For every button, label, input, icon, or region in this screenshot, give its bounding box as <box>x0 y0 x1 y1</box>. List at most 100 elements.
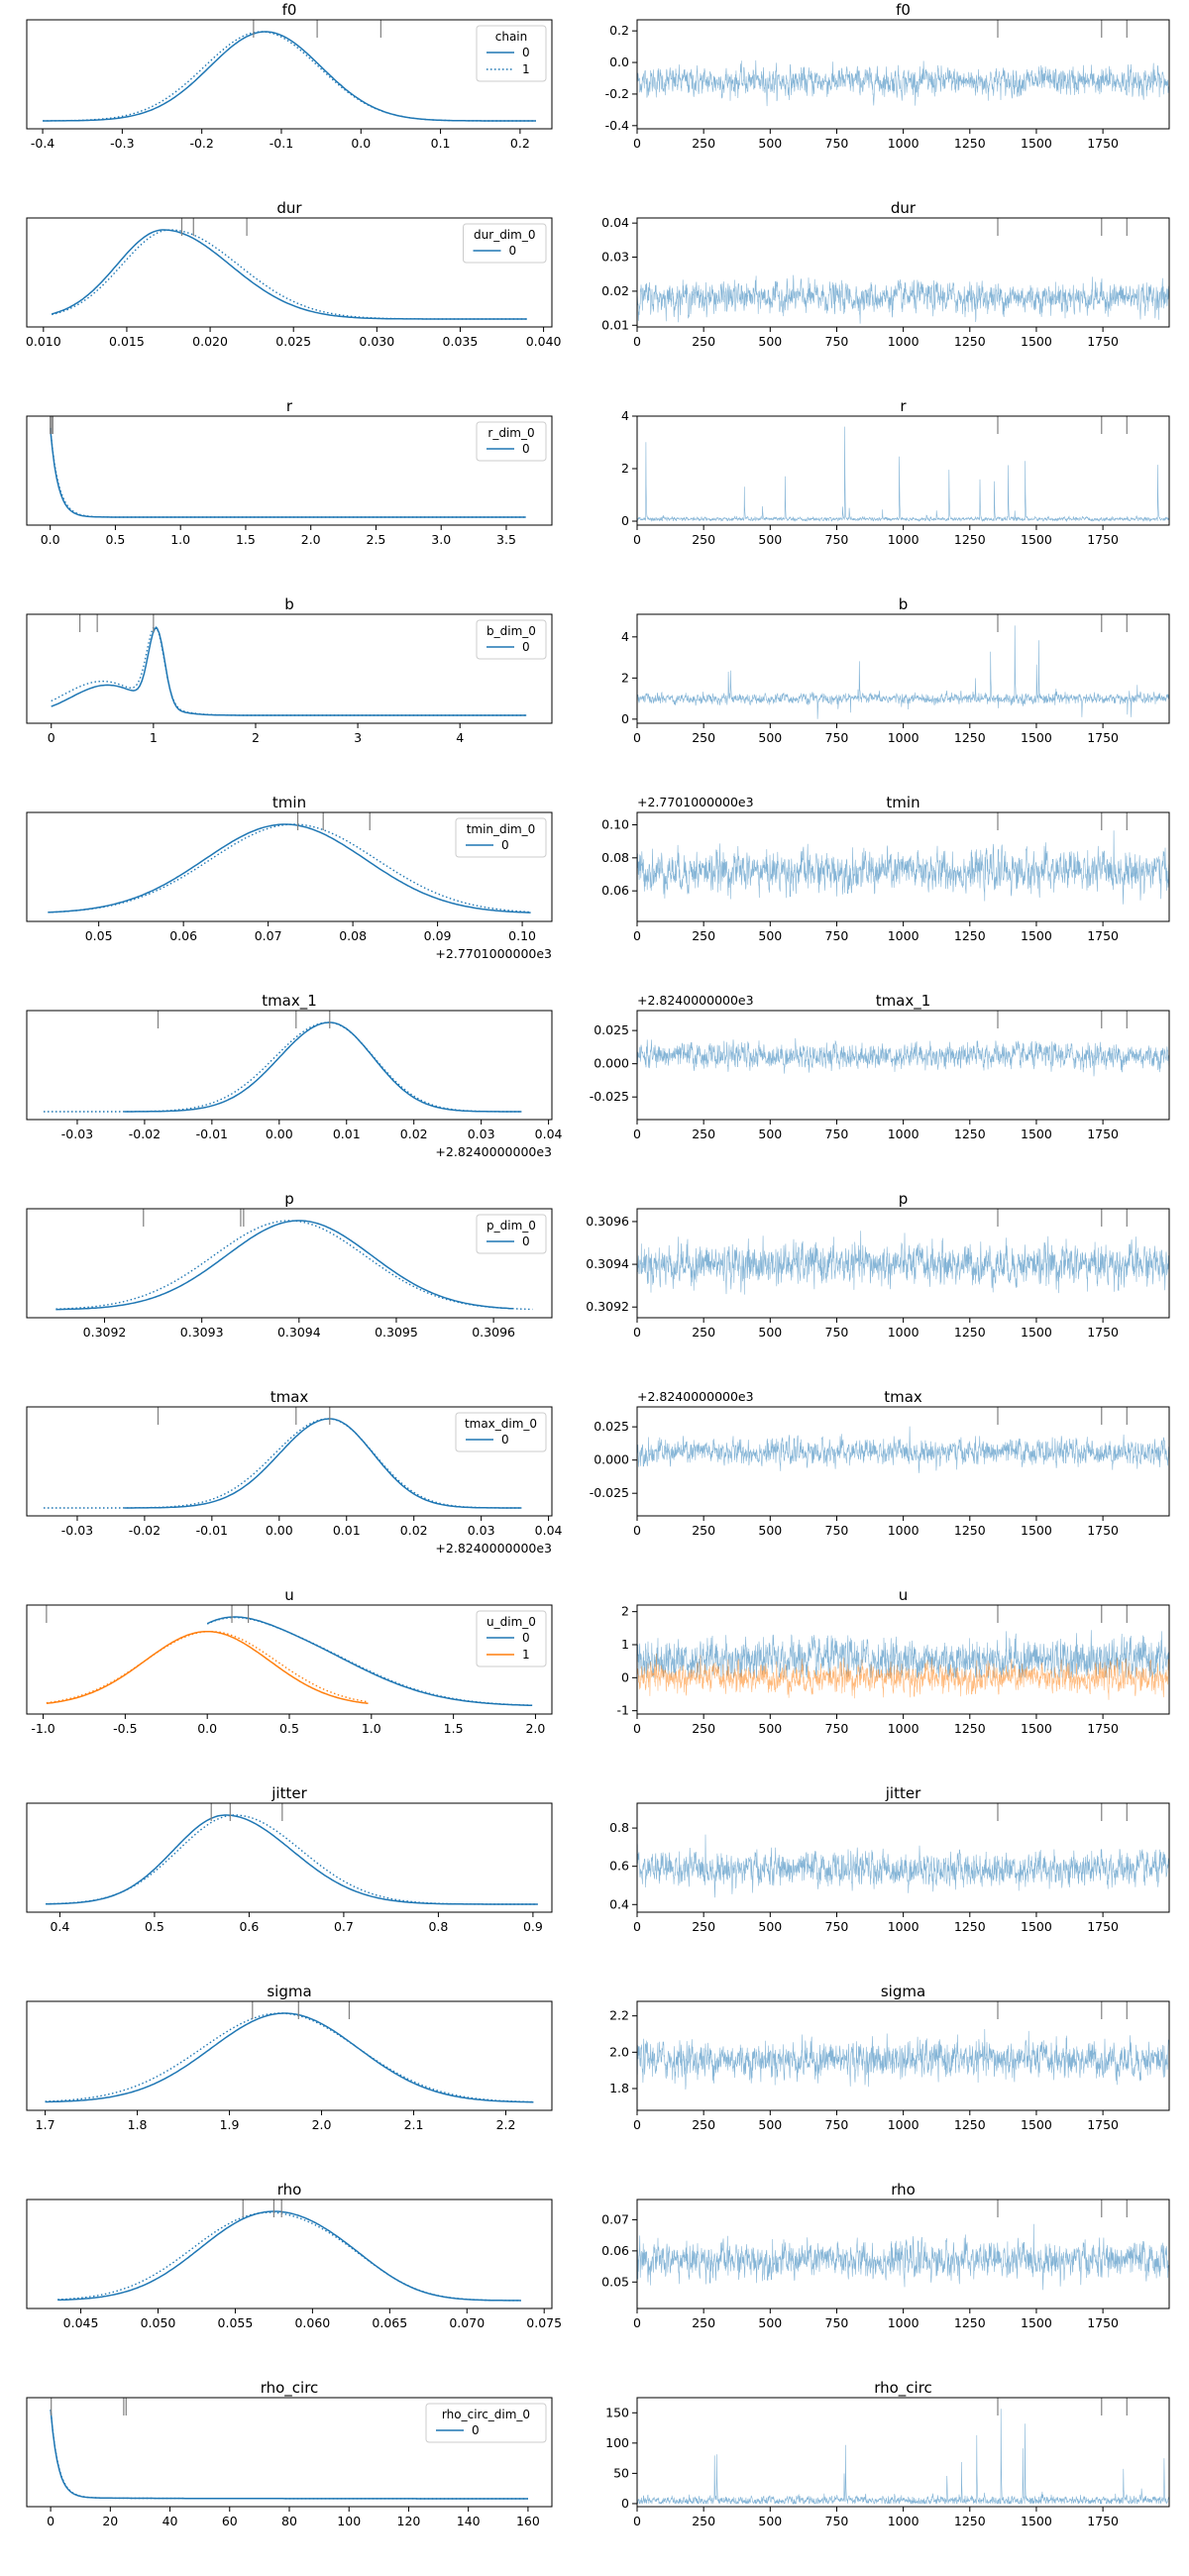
trace-xtick-label: 250 <box>692 2514 715 2528</box>
trace-title: b <box>899 595 909 613</box>
trace-line-chain-0 <box>636 59 1170 107</box>
trace-title: dur <box>891 199 917 217</box>
kde-xtick-label: 160 <box>516 2514 540 2528</box>
trace-xtick-label: 1000 <box>888 334 919 349</box>
trace-xtick-label: 1000 <box>888 1325 919 1340</box>
trace-xtick-label: 1750 <box>1087 136 1119 151</box>
kde-xtick-label: 0.5 <box>105 532 125 547</box>
trace-xtick-label: 1250 <box>954 730 986 745</box>
trace-xtick-label: 1250 <box>954 2514 986 2528</box>
kde-title: rho_circ <box>261 2379 319 2398</box>
kde-xtick-label: 0.03 <box>468 1523 495 1538</box>
trace-xtick-label: 1250 <box>954 2315 986 2330</box>
kde-xtick-label: 2.1 <box>404 2117 424 2132</box>
trace-ytick-label: 2 <box>621 670 629 685</box>
legend: r_dim_0 0 <box>476 421 547 462</box>
trace-xtick-label: 1250 <box>954 2117 986 2132</box>
kde-axes <box>26 415 553 526</box>
kde-xtick-label: 0.06 <box>169 928 197 943</box>
legend: u_dim_0 0 1 <box>476 1610 547 1667</box>
trace-xtick-label: 1250 <box>954 1523 986 1538</box>
trace-xtick-label: 1750 <box>1087 2315 1119 2330</box>
trace-xtick-label: 1500 <box>1021 928 1052 943</box>
kde-xtick-label: 1.5 <box>236 532 256 547</box>
trace-xtick-label: 750 <box>825 730 849 745</box>
trace-xtick-label: 500 <box>758 334 782 349</box>
kde-xtick-label: -0.03 <box>61 1127 93 1141</box>
kde-curve-chain-1 <box>43 31 536 122</box>
kde-xtick-label: -0.01 <box>196 1523 228 1538</box>
kde-xtick-label: 0.03 <box>468 1127 495 1141</box>
legend-title: chain <box>495 30 528 44</box>
trace-xtick-label: 750 <box>825 2117 849 2132</box>
trace-xtick-label: 250 <box>692 136 715 151</box>
kde-xtick-label: 0.030 <box>359 334 394 349</box>
trace-ytick-label: 0.2 <box>609 23 629 38</box>
trace-xtick-label: 250 <box>692 1325 715 1340</box>
trace-xtick-label: 1000 <box>888 1127 919 1141</box>
trace-axes <box>636 2397 1170 2508</box>
kde-curve-chain-0 <box>51 627 527 716</box>
trace-offset-label: +2.7701000000e3 <box>637 795 754 809</box>
trace-xtick-label: 1500 <box>1021 2514 1052 2528</box>
legend-box <box>425 2403 547 2443</box>
kde-curve-chain-0 <box>124 1021 522 1113</box>
kde-xtick-label: 0.09 <box>424 928 452 943</box>
trace-ytick-label: 0.05 <box>601 2274 629 2289</box>
kde-curve-chain-1 <box>50 427 526 518</box>
kde-axes <box>26 1208 553 1319</box>
legend-entry: 0 <box>522 1631 530 1645</box>
kde-title: f0 <box>282 1 297 19</box>
kde-curve-chain-1 <box>45 2012 534 2103</box>
trace-ytick-label: 2.0 <box>609 2044 629 2059</box>
kde-xtick-label: 140 <box>457 2514 481 2528</box>
kde-curve-chain-0 <box>57 2210 521 2302</box>
kde-xtick-label: 0.070 <box>449 2315 485 2330</box>
legend-entry: 0 <box>509 244 517 258</box>
trace-xtick-label: 1750 <box>1087 334 1119 349</box>
kde-xtick-label: 0.045 <box>63 2315 99 2330</box>
subplot-row-r: r 0.0 0.5 1.0 1.5 2.0 2.5 3.0 3.5 r_dim_0 0 r 0 250 50… <box>26 397 1170 547</box>
kde-xtick-label: 0.04 <box>535 1523 563 1538</box>
kde-xtick-label: 1.9 <box>220 2117 240 2132</box>
legend-title: tmax_dim_0 <box>465 1417 537 1431</box>
trace-xtick-label: 1750 <box>1087 2514 1119 2528</box>
subplot-row-u: u -1.0 -0.5 0.0 0.5 1.0 1.5 2.0 u_dim_0 0 1 u 0 250 50… <box>26 1586 1170 1736</box>
kde-xtick-label: 0.3092 <box>83 1325 127 1340</box>
subplot-row-f0: f0 -0.4 -0.3 -0.2 -0.1 0.0 0.1 0.2 chain 0 1 f0 0 250… <box>26 1 1170 151</box>
trace-ytick-label: 0.8 <box>609 1820 629 1835</box>
trace-xtick-label: 1500 <box>1021 730 1052 745</box>
kde-xtick-label: 0.4 <box>50 1919 69 1934</box>
trace-ytick-label: 0.000 <box>594 1056 629 1071</box>
trace-ytick-label: 2.2 <box>609 2008 629 2023</box>
kde-xtick-label: 0.01 <box>333 1127 361 1141</box>
kde-xtick-label: 0.075 <box>526 2315 562 2330</box>
trace-ytick-label: 150 <box>605 2405 629 2419</box>
kde-title: tmax <box>270 1388 309 1406</box>
kde-xtick-label: -0.5 <box>113 1721 137 1736</box>
trace-xtick-label: 750 <box>825 1721 849 1736</box>
trace-xtick-label: 1000 <box>888 1721 919 1736</box>
kde-xtick-label: 0.3093 <box>180 1325 224 1340</box>
trace-line-chain-0 <box>636 1630 1170 1678</box>
kde-title: jitter <box>270 1784 307 1802</box>
kde-curve-chain-1 <box>57 2211 521 2302</box>
trace-line-chain-0 <box>636 274 1170 324</box>
legend-entry: 0 <box>522 1234 530 1248</box>
kde-title: tmax_1 <box>262 992 317 1011</box>
kde-xtick-label: 0 <box>48 730 55 745</box>
trace-xtick-label: 1250 <box>954 1919 986 1934</box>
trace-line-chain-0 <box>636 1231 1170 1295</box>
kde-xtick-label: 100 <box>337 2514 361 2528</box>
kde-title: b <box>284 595 294 613</box>
trace-xtick-label: 1500 <box>1021 2117 1052 2132</box>
trace-xtick-label: 1750 <box>1087 1127 1119 1141</box>
kde-axes <box>26 1406 553 1517</box>
kde-offset-label: +2.8240000000e3 <box>435 1144 552 1159</box>
trace-axes <box>636 613 1170 724</box>
trace-xtick-label: 0 <box>633 928 641 943</box>
kde-curve-chain-0 <box>52 229 527 320</box>
kde-curve-chain-1 <box>52 229 527 320</box>
